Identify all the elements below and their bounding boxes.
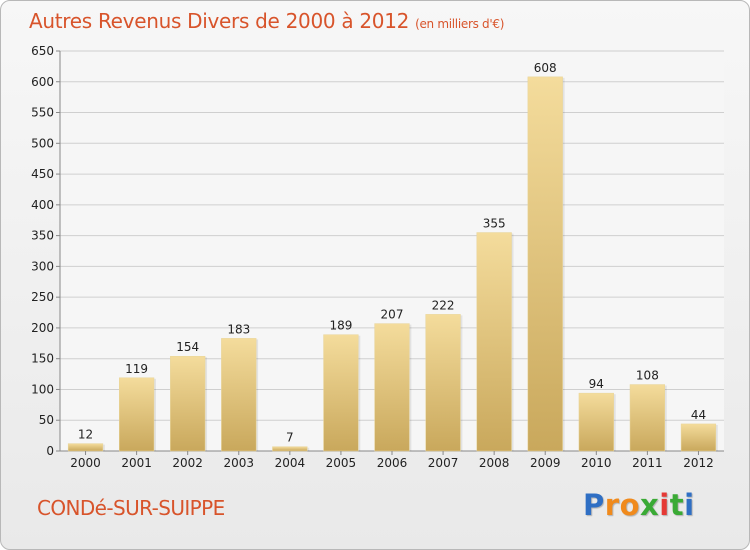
y-tick-label: 400 [31,198,54,212]
bar [67,443,104,452]
x-tick-label: 2008 [479,456,510,470]
proxiti-logo: Proxiti [583,488,695,522]
data-label: 355 [483,217,506,231]
chart-title-text: Autres Revenus Divers de 2000 à 2012 [29,9,410,33]
logo-letter: i [684,488,695,522]
x-tick-label: 2007 [428,456,459,470]
bar [323,334,359,452]
bar [170,355,206,452]
y-tick-label: 600 [31,75,54,89]
data-label: 7 [286,431,294,445]
data-label: 119 [125,362,148,376]
logo-letter: i [659,488,670,522]
data-label: 189 [329,319,352,333]
bar [629,384,666,452]
x-tick-label: 2012 [683,456,714,470]
y-tick-label: 650 [31,44,54,58]
y-tick-label: 550 [31,106,54,120]
x-tick-label: 2001 [121,456,152,470]
x-tick-label: 2005 [326,456,357,470]
x-tick-label: 2006 [377,456,408,470]
x-tick-label: 2004 [275,456,306,470]
y-tick-label: 500 [31,136,54,150]
x-tick-label: 2002 [172,456,203,470]
data-label: 108 [636,369,659,383]
x-tick-label: 2010 [581,456,612,470]
x-tick-label: 2003 [223,456,254,470]
data-label: 183 [227,322,250,336]
data-label: 94 [589,377,604,391]
bar [221,338,257,452]
bar [374,323,410,452]
logo-letter: t [669,488,685,522]
y-tick-label: 50 [39,413,54,427]
data-label: 154 [176,340,199,354]
y-tick-label: 350 [31,229,54,243]
y-tick-label: 150 [31,352,54,366]
bar [425,314,461,452]
logo-letter: x [640,488,660,522]
y-tick-label: 100 [31,382,54,396]
bar [527,76,563,452]
data-label: 44 [691,408,706,422]
bar [272,446,308,452]
data-label: 608 [534,61,557,75]
data-label: 12 [78,428,93,442]
y-tick-label: 200 [31,321,54,335]
x-tick-label: 2011 [632,456,663,470]
chart-subtitle: (en milliers d'€) [415,17,505,31]
commune-name: CONDé-SUR-SUIPPE [37,496,225,520]
bar [118,377,155,452]
logo-letter: P [583,488,605,522]
x-tick-label: 2009 [530,456,561,470]
logo-letter: r [604,488,620,522]
chart-title: Autres Revenus Divers de 2000 à 2012 (en … [29,9,504,33]
data-label: 207 [381,308,404,322]
bar [476,232,512,452]
bar [578,392,614,452]
logo-letter: o [619,488,641,522]
y-tick-label: 300 [31,259,54,273]
bar [680,423,717,452]
data-label: 222 [432,298,455,312]
y-tick-label: 0 [46,444,54,458]
y-tick-label: 450 [31,167,54,181]
y-tick-label: 250 [31,290,54,304]
x-tick-label: 2000 [70,456,101,470]
